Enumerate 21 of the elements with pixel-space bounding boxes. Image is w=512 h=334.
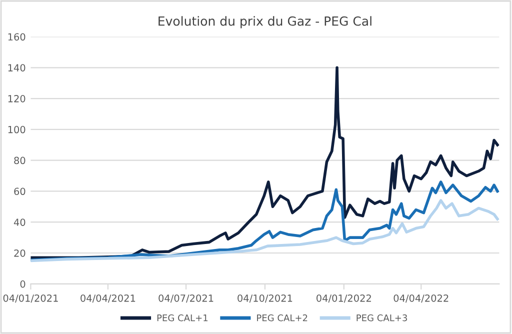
line-series — [30, 66, 499, 260]
line-series — [30, 199, 499, 262]
y-tick-label: 160 — [8, 33, 26, 41]
x-tick-label: 04/07/2021 — [158, 294, 214, 303]
y-tick-label: 80 — [14, 156, 26, 164]
y-tick-label: 120 — [8, 95, 26, 102]
x-tick-label: 04/04/2022 — [394, 294, 448, 303]
x-tick-label: 04/01/2022 — [316, 294, 371, 303]
legend-label: PEG CAL+1 — [157, 314, 208, 322]
y-tick-label: 20 — [14, 249, 26, 257]
x-tick-label: 04/04/2021 — [80, 294, 136, 303]
y-tick-label: 60 — [14, 188, 26, 196]
y-tick-label: 40 — [14, 218, 26, 226]
chart-title: Evolution du prix du Gaz - PEG Cal — [158, 16, 372, 28]
x-tick-label: 04/01/2021 — [3, 294, 58, 303]
y-tick-label: 100 — [8, 126, 26, 134]
y-tick-label: 140 — [8, 64, 26, 72]
legend-label: PEG CAL+2 — [257, 314, 308, 322]
x-tick-label: 04/10/2021 — [238, 294, 292, 303]
y-tick-label: 0 — [20, 280, 26, 288]
legend-label: PEG CAL+3 — [356, 314, 407, 322]
